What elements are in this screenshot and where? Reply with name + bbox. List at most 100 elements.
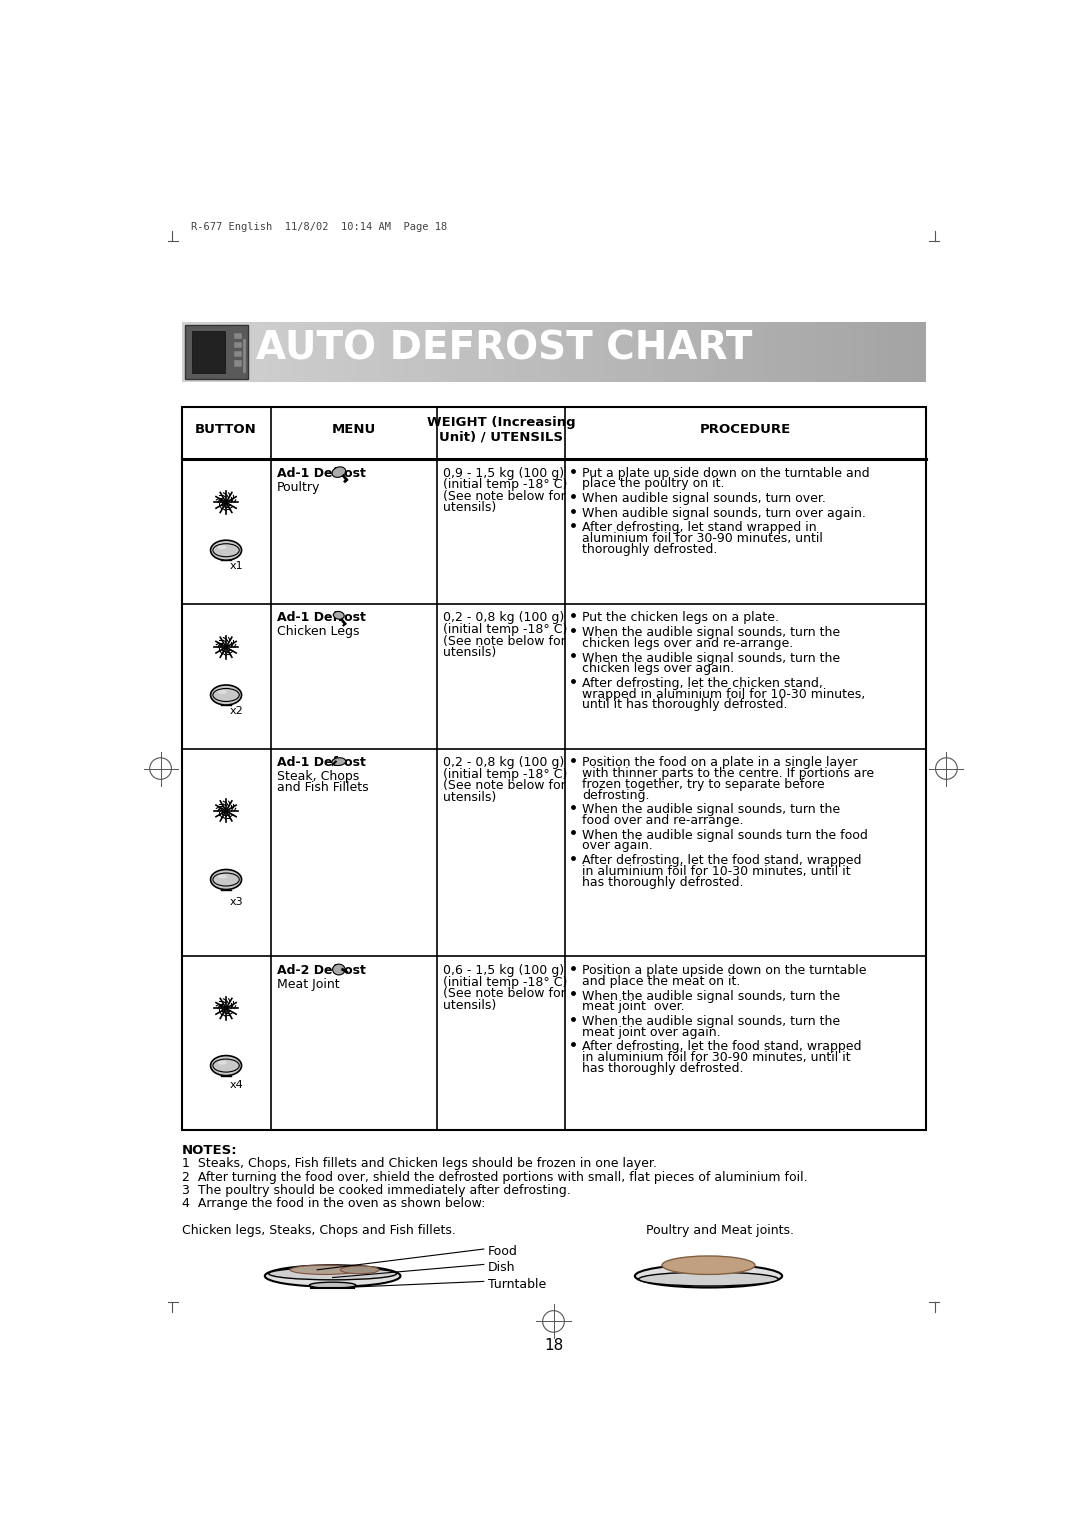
Bar xyxy=(901,322,914,382)
Bar xyxy=(467,322,480,382)
Bar xyxy=(913,322,927,382)
Ellipse shape xyxy=(333,964,345,975)
Bar xyxy=(455,322,468,382)
Bar xyxy=(826,322,839,382)
Text: x3: x3 xyxy=(230,897,244,908)
Text: has thoroughly defrosted.: has thoroughly defrosted. xyxy=(582,876,744,889)
Text: wrapped in aluminium foil for 10-30 minutes,: wrapped in aluminium foil for 10-30 minu… xyxy=(582,688,865,701)
Text: 0,2 - 0,8 kg (100 g): 0,2 - 0,8 kg (100 g) xyxy=(444,611,565,625)
Text: When the audible signal sounds turn the food: When the audible signal sounds turn the … xyxy=(582,828,868,842)
Text: x2: x2 xyxy=(230,706,244,717)
Text: WEIGHT (Increasing
Unit) / UTENSILS: WEIGHT (Increasing Unit) / UTENSILS xyxy=(427,416,576,443)
Text: x1: x1 xyxy=(230,561,244,571)
Text: (initial temp -18° C): (initial temp -18° C) xyxy=(444,767,568,781)
Bar xyxy=(665,322,678,382)
Bar xyxy=(417,322,430,382)
Text: and place the meat on it.: and place the meat on it. xyxy=(582,975,741,989)
Bar xyxy=(554,322,567,382)
Text: When the audible signal sounds, turn the: When the audible signal sounds, turn the xyxy=(582,626,840,639)
Bar xyxy=(243,322,257,382)
Ellipse shape xyxy=(211,685,242,704)
Bar xyxy=(516,322,529,382)
Text: 4  Arrange the food in the oven as shown below:: 4 Arrange the food in the oven as shown … xyxy=(181,1196,485,1210)
Text: 1  Steaks, Chops, Fish fillets and Chicken legs should be frozen in one layer.: 1 Steaks, Chops, Fish fillets and Chicke… xyxy=(181,1157,657,1170)
Text: R-677 English  11/8/02  10:14 AM  Page 18: R-677 English 11/8/02 10:14 AM Page 18 xyxy=(191,222,447,232)
Bar xyxy=(367,322,380,382)
Bar xyxy=(702,322,715,382)
Bar xyxy=(181,406,926,1129)
Bar xyxy=(652,322,666,382)
Text: MENU: MENU xyxy=(332,423,376,437)
Text: utensils): utensils) xyxy=(444,646,497,659)
Bar xyxy=(234,351,242,358)
Ellipse shape xyxy=(291,1265,360,1274)
Bar xyxy=(504,322,517,382)
Bar xyxy=(690,322,703,382)
Text: place the poultry on it.: place the poultry on it. xyxy=(582,477,725,490)
Bar xyxy=(268,322,282,382)
Text: utensils): utensils) xyxy=(444,501,497,515)
Bar xyxy=(218,322,232,382)
Bar xyxy=(442,322,455,382)
Ellipse shape xyxy=(211,1056,242,1076)
Text: (initial temp -18° C): (initial temp -18° C) xyxy=(444,623,568,636)
Bar xyxy=(194,322,207,382)
Text: with thinner parts to the centre. If portions are: with thinner parts to the centre. If por… xyxy=(582,767,875,779)
Text: (See note below for: (See note below for xyxy=(444,987,566,1001)
Bar xyxy=(677,322,691,382)
Ellipse shape xyxy=(211,541,242,561)
Bar xyxy=(814,322,827,382)
Ellipse shape xyxy=(332,468,346,477)
Bar xyxy=(839,322,852,382)
Text: aluminium foil for 30-90 minutes, until: aluminium foil for 30-90 minutes, until xyxy=(582,532,823,545)
Text: PROCEDURE: PROCEDURE xyxy=(700,423,791,437)
Text: utensils): utensils) xyxy=(444,999,497,1012)
Text: NOTES:: NOTES: xyxy=(181,1143,238,1157)
Ellipse shape xyxy=(635,1265,782,1288)
Ellipse shape xyxy=(265,1265,401,1287)
Bar xyxy=(293,322,307,382)
Bar xyxy=(740,322,753,382)
Text: When the audible signal sounds, turn the: When the audible signal sounds, turn the xyxy=(582,990,840,1002)
Bar xyxy=(306,322,319,382)
Bar xyxy=(851,322,864,382)
Text: After defrosting, let the food stand, wrapped: After defrosting, let the food stand, wr… xyxy=(582,1041,862,1053)
Ellipse shape xyxy=(340,1267,379,1274)
Text: over again.: over again. xyxy=(582,839,653,853)
Bar xyxy=(578,322,592,382)
Bar xyxy=(231,322,244,382)
Text: x4: x4 xyxy=(230,1080,244,1089)
Text: Ad-1 Defrost: Ad-1 Defrost xyxy=(276,611,366,625)
Text: After defrosting, let the food stand, wrapped: After defrosting, let the food stand, wr… xyxy=(582,854,862,866)
Text: food over and re-arrange.: food over and re-arrange. xyxy=(582,814,744,827)
Text: After defrosting, let the chicken stand,: After defrosting, let the chicken stand, xyxy=(582,677,823,691)
Text: Dish: Dish xyxy=(488,1261,515,1274)
Text: Meat Joint: Meat Joint xyxy=(276,978,339,992)
Bar xyxy=(864,322,877,382)
Text: 3  The poultry should be cooked immediately after defrosting.: 3 The poultry should be cooked immediate… xyxy=(181,1184,570,1196)
Bar xyxy=(392,322,405,382)
Bar xyxy=(789,322,802,382)
Bar xyxy=(752,322,765,382)
Text: (See note below for: (See note below for xyxy=(444,634,566,648)
Text: Ad-2 Defrost: Ad-2 Defrost xyxy=(276,964,366,976)
Text: AUTO DEFROST CHART: AUTO DEFROST CHART xyxy=(256,330,753,368)
Text: Chicken legs, Steaks, Chops and Fish fillets.: Chicken legs, Steaks, Chops and Fish fil… xyxy=(181,1224,456,1236)
Bar xyxy=(480,322,492,382)
Ellipse shape xyxy=(211,869,242,889)
Bar xyxy=(876,322,889,382)
Bar xyxy=(430,322,443,382)
Text: thoroughly defrosted.: thoroughly defrosted. xyxy=(582,542,717,556)
Text: until it has thoroughly defrosted.: until it has thoroughly defrosted. xyxy=(582,698,787,712)
Text: When the audible signal sounds, turn the: When the audible signal sounds, turn the xyxy=(582,651,840,665)
Bar xyxy=(256,322,269,382)
Bar xyxy=(889,322,902,382)
Text: 0,2 - 0,8 kg (100 g): 0,2 - 0,8 kg (100 g) xyxy=(444,756,565,769)
Bar xyxy=(603,322,617,382)
Bar xyxy=(355,322,368,382)
Bar xyxy=(380,322,393,382)
Text: BUTTON: BUTTON xyxy=(195,423,257,437)
Bar xyxy=(185,325,248,379)
Bar xyxy=(234,342,242,348)
Bar xyxy=(206,322,219,382)
